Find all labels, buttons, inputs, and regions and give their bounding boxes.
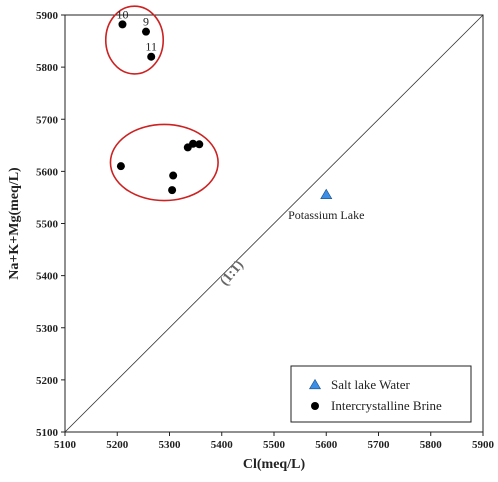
x-tick-label: 5300 xyxy=(159,439,182,451)
legend-item-label: Salt lake Water xyxy=(331,377,411,392)
x-tick-label: 5800 xyxy=(420,439,443,451)
intercrystalline-brine-point xyxy=(189,139,198,148)
intercrystalline-brine-point xyxy=(147,52,156,61)
x-tick-label: 5600 xyxy=(315,439,338,451)
y-tick-label: 5500 xyxy=(36,219,59,231)
intercrystalline-brine-point xyxy=(168,186,177,195)
x-tick-label: 5100 xyxy=(54,439,77,451)
point-label: 10 xyxy=(116,7,128,21)
point-label: Potassium Lake xyxy=(288,208,364,222)
y-tick-label: 5800 xyxy=(36,62,59,74)
intercrystalline-brine-point xyxy=(169,171,178,180)
one-to-one-reference-line xyxy=(64,14,484,433)
point-label: 9 xyxy=(143,15,149,29)
intercrystalline-brine-point xyxy=(195,140,204,149)
y-tick-label: 5100 xyxy=(36,427,59,439)
intercrystalline-brine-point xyxy=(141,27,150,36)
point-label: 11 xyxy=(145,40,157,54)
x-tick-label: 5700 xyxy=(368,439,391,451)
y-tick-label: 5600 xyxy=(36,166,59,178)
x-tick-label: 5200 xyxy=(106,439,129,451)
y-axis-title: Na+K+Mg(meq/L) xyxy=(7,167,22,280)
y-tick-label: 5200 xyxy=(36,375,59,387)
intercrystalline-brine-point-legend-marker xyxy=(311,402,319,410)
group-ellipse-2 xyxy=(109,123,219,202)
intercrystalline-brine-point xyxy=(116,162,125,171)
x-tick-label: 5500 xyxy=(263,439,286,451)
y-tick-label: 5900 xyxy=(36,10,59,22)
group-ellipses xyxy=(104,5,219,202)
data-points: Potassium Lake 10 9 11 xyxy=(116,7,364,221)
x-axis-title: Cl(meq/L) xyxy=(243,457,306,472)
y-tick-label: 5300 xyxy=(36,323,59,335)
legend-box xyxy=(290,365,472,423)
x-tick-label: 5900 xyxy=(472,439,495,451)
legend: Salt lake Water Intercrystalline Brine xyxy=(290,365,472,423)
axis-ticks: 5100 5200 5300 5400 5500 5600 5700 5800 5900 5100… xyxy=(36,10,495,451)
y-tick-label: 5700 xyxy=(36,114,59,126)
intercrystalline-brine-point xyxy=(118,20,127,29)
group-ellipse-1 xyxy=(104,5,165,75)
y-tick-label: 5400 xyxy=(36,271,59,283)
legend-item-label: Intercrystalline Brine xyxy=(331,398,442,413)
salt-lake-water-point xyxy=(320,188,333,199)
salt-lake-water-point-legend-marker xyxy=(308,378,322,390)
x-tick-label: 5400 xyxy=(211,439,234,451)
reference-line-label: (1:1) xyxy=(217,258,247,289)
